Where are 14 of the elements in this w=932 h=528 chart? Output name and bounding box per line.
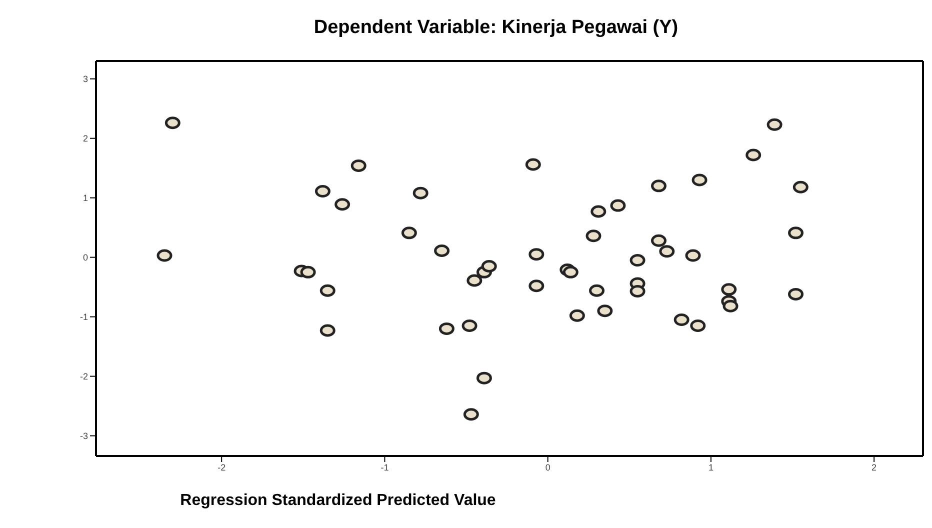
y-tick-label: -1	[80, 312, 88, 322]
y-tick-label: 1	[82, 193, 88, 204]
x-axis-title: Regression Standardized Predicted Value	[179, 492, 497, 510]
y-tick-label: 3	[82, 74, 88, 84]
y-tick-label: 2	[82, 134, 88, 144]
y-tick-label: 0	[82, 252, 88, 263]
x-tick-label: 1	[708, 462, 714, 472]
chart-title: Dependent Variable: Kinerja Pegawai (Y)	[312, 16, 680, 40]
y-tick-label: -2	[80, 371, 88, 382]
x-tick-label: -2	[218, 462, 226, 472]
x-tick-label: -1	[380, 462, 389, 472]
x-tick-label: 2	[872, 462, 877, 472]
y-tick-label: -3	[80, 430, 88, 441]
x-tick-label: 0	[545, 462, 550, 472]
